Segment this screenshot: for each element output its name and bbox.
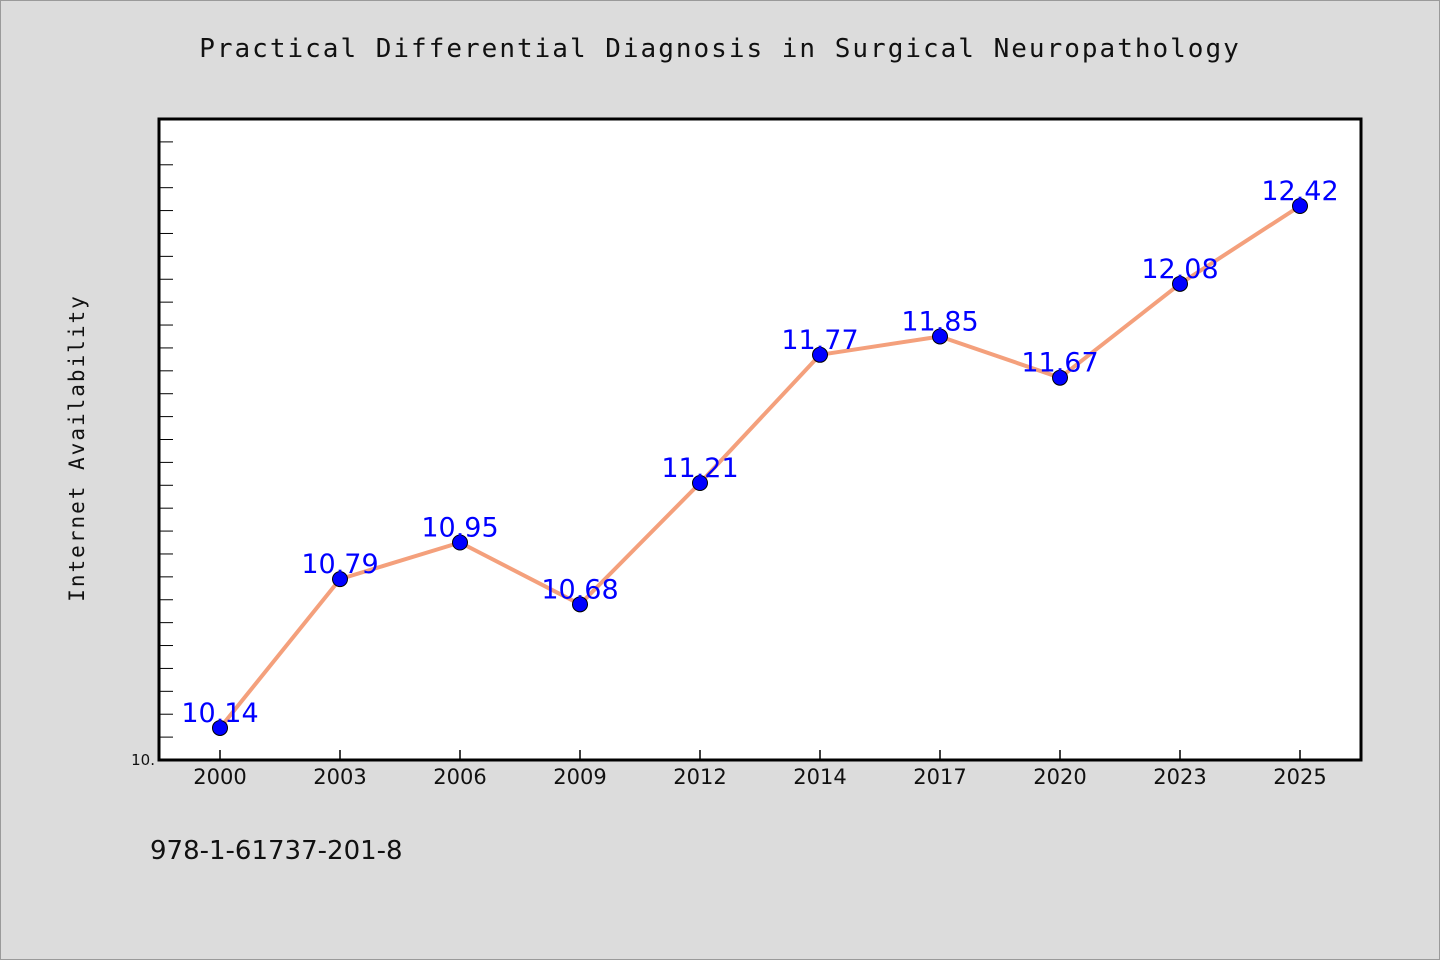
isbn-footnote: 978-1-61737-201-8 xyxy=(150,836,403,866)
x-tick-label: 2006 xyxy=(433,765,486,789)
data-point xyxy=(332,571,348,588)
data-point xyxy=(212,719,228,736)
x-tick-label: 2023 xyxy=(1153,765,1206,789)
x-tick-label: 2003 xyxy=(313,765,366,789)
data-label: 10.68 xyxy=(541,574,618,605)
x-tick-label: 2012 xyxy=(673,765,726,789)
data-point xyxy=(692,474,708,491)
data-label: 11.67 xyxy=(1021,348,1098,379)
data-point xyxy=(1292,197,1308,214)
x-tick-label: 2017 xyxy=(913,765,966,789)
data-point xyxy=(572,596,588,613)
chart-title: Practical Differential Diagnosis in Surg… xyxy=(199,34,1241,64)
data-label: 12.42 xyxy=(1261,176,1338,207)
data-point xyxy=(1052,369,1068,386)
x-tick-label: 2020 xyxy=(1033,765,1086,789)
data-point xyxy=(812,346,828,363)
data-label: 11.85 xyxy=(901,306,978,337)
data-point xyxy=(452,534,468,551)
data-point xyxy=(1172,275,1188,292)
markers xyxy=(212,197,1308,736)
data-label: 10.14 xyxy=(181,698,258,729)
x-tick-label: 2009 xyxy=(553,765,606,789)
y-tick-label: 10. xyxy=(131,751,155,769)
x-tick-label: 2014 xyxy=(793,765,846,789)
series-line xyxy=(218,204,1302,730)
data-label: 11.77 xyxy=(781,325,858,356)
y-ticks: 10. xyxy=(131,141,173,769)
x-tick-label: 2000 xyxy=(193,765,246,789)
data-labels: 10.14 10.79 10.95 10.68 11.21 11.77 11.85 11.67… xyxy=(181,176,1338,729)
data-label: 10.95 xyxy=(421,513,498,544)
plot-area xyxy=(157,117,1363,762)
data-label: 10.79 xyxy=(301,549,378,580)
x-ticks: 2000 2003 2006 2009 2012 2014 2017 2020 2023 2025 xyxy=(193,750,1327,789)
data-point xyxy=(932,328,948,345)
data-label: 11.21 xyxy=(661,453,738,484)
x-tick-label: 2025 xyxy=(1273,765,1326,789)
data-label: 12.08 xyxy=(1141,254,1218,285)
